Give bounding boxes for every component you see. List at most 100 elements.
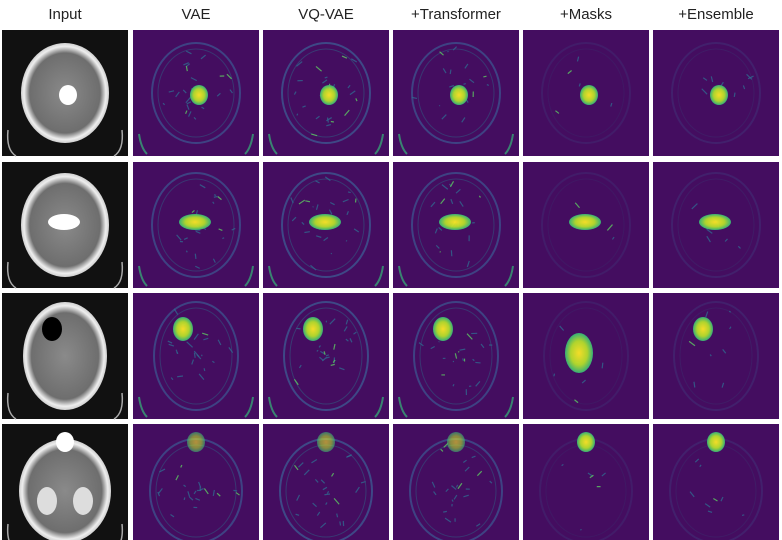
- texture: [203, 368, 206, 372]
- texture: [294, 464, 299, 471]
- brain-outline: [673, 301, 759, 411]
- lesion-highlight: [433, 317, 453, 341]
- image-cell: [2, 293, 128, 420]
- texture: [201, 106, 205, 110]
- edge-artifact: [244, 133, 254, 155]
- texture: [326, 117, 329, 123]
- texture: [699, 464, 702, 468]
- edge-artifact: [398, 396, 408, 418]
- texture: [168, 90, 175, 93]
- texture: [193, 490, 197, 495]
- image-cell: [263, 162, 389, 288]
- texture: [440, 198, 446, 205]
- texture: [222, 237, 225, 240]
- texture: [483, 75, 487, 78]
- texture: [315, 66, 322, 72]
- texture: [601, 472, 606, 477]
- texture: [193, 333, 199, 341]
- texture: [702, 77, 708, 81]
- texture: [561, 463, 564, 467]
- image-cell: [523, 293, 649, 419]
- edge-artifact: [374, 396, 384, 418]
- bed-arc: [113, 261, 124, 289]
- brain-outline: [677, 178, 755, 272]
- texture: [349, 338, 353, 343]
- texture: [449, 69, 452, 75]
- lesion-highlight: [699, 214, 731, 230]
- texture: [323, 351, 326, 355]
- brain-outline: [671, 42, 761, 144]
- image-cell: [263, 30, 389, 156]
- texture: [701, 88, 708, 95]
- texture: [355, 486, 360, 493]
- texture: [177, 375, 184, 378]
- brain-outline: [677, 48, 755, 138]
- edge-artifact: [398, 133, 408, 155]
- bed-arc: [6, 392, 17, 420]
- texture: [430, 345, 435, 350]
- texture: [455, 484, 459, 488]
- texture: [713, 497, 718, 502]
- texture: [464, 466, 470, 472]
- brain-outline: [413, 301, 499, 411]
- texture: [721, 382, 725, 388]
- texture: [478, 195, 481, 198]
- lesion: [56, 432, 74, 452]
- texture: [318, 345, 321, 348]
- brain-outline: [289, 307, 363, 405]
- texture: [293, 91, 297, 95]
- brain-outline: [541, 172, 631, 278]
- brain-outline: [281, 172, 371, 278]
- bed-arc: [6, 129, 17, 157]
- texture: [298, 364, 302, 369]
- texture: [322, 79, 328, 84]
- texture: [330, 120, 335, 123]
- texture: [574, 399, 579, 404]
- lesion-highlight: [569, 214, 601, 230]
- edge-artifact: [244, 396, 254, 418]
- image-cell: [133, 162, 259, 288]
- texture: [452, 46, 458, 51]
- bone: [37, 487, 57, 515]
- texture: [339, 367, 345, 371]
- edge-artifact: [398, 265, 408, 287]
- brain-outline: [159, 307, 233, 405]
- texture: [330, 252, 333, 255]
- cell-background: [653, 293, 779, 419]
- texture: [231, 227, 236, 231]
- texture: [311, 133, 318, 137]
- texture: [463, 82, 466, 85]
- texture: [449, 180, 455, 188]
- texture: [741, 514, 745, 517]
- texture: [311, 458, 318, 464]
- texture: [440, 448, 444, 452]
- texture: [325, 502, 328, 505]
- texture: [296, 113, 299, 116]
- texture: [418, 342, 424, 347]
- texture: [183, 62, 190, 66]
- texture: [188, 496, 194, 501]
- edge-artifact: [268, 396, 278, 418]
- texture: [314, 478, 319, 483]
- texture: [445, 488, 449, 493]
- lesion-highlight: [317, 432, 335, 452]
- texture: [186, 101, 192, 105]
- lesion: [42, 317, 62, 341]
- image-cell: [393, 424, 519, 540]
- image-cell: [653, 162, 779, 288]
- texture: [742, 85, 746, 90]
- texture: [186, 104, 190, 110]
- brain-outline: [153, 301, 239, 411]
- texture: [333, 343, 336, 350]
- texture: [293, 378, 299, 386]
- texture: [305, 200, 311, 203]
- texture: [315, 204, 319, 210]
- texture: [441, 114, 447, 120]
- texture: [196, 354, 202, 360]
- texture: [706, 235, 711, 243]
- texture: [459, 200, 464, 207]
- texture: [217, 339, 222, 346]
- texture: [193, 352, 196, 358]
- texture: [329, 318, 336, 325]
- texture: [581, 379, 586, 384]
